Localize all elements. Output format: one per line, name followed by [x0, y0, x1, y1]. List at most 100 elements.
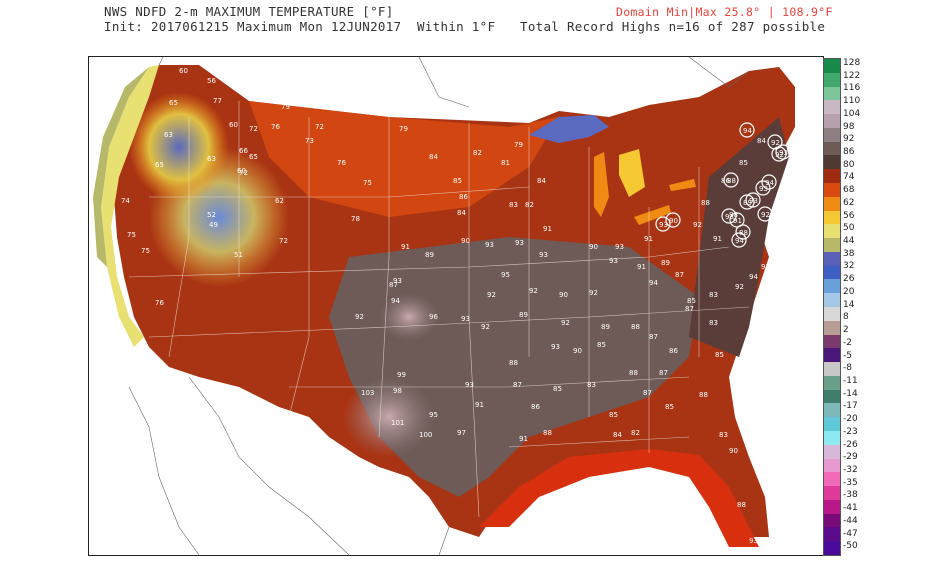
- temperature-map: 60 65 63 56 77 72 60 66 63 65 72 65 60 52 49 62 72 51 75 74…: [88, 56, 824, 556]
- station-value: 90: [729, 447, 738, 455]
- station-value: 79: [281, 103, 290, 111]
- station-value: 93: [615, 243, 624, 251]
- colorbar-label: -35: [843, 477, 858, 488]
- station-value: 96: [429, 313, 438, 321]
- colorbar-swatch: [824, 417, 840, 432]
- colorbar-swatch: [824, 72, 840, 88]
- colorbar-label: -32: [843, 464, 858, 475]
- colorbar-label: -17: [843, 401, 858, 412]
- record-high-value: 88: [739, 229, 748, 237]
- station-value: 60: [179, 67, 188, 75]
- station-value: 85: [453, 177, 462, 185]
- station-value: 75: [127, 231, 136, 239]
- station-value: 85: [597, 341, 606, 349]
- station-value: 91: [519, 435, 528, 443]
- kansas-hot-zone: [379, 293, 439, 341]
- record-circle-icon: [757, 206, 773, 222]
- station-value: 86: [669, 347, 678, 355]
- colorbar-label: 26: [843, 274, 855, 285]
- station-value: 93: [461, 315, 470, 323]
- map-canvas: 6065635677726066636572656052496272517574…: [93, 57, 795, 555]
- record-high-marker: 93: [755, 180, 771, 196]
- colorbar-swatch: [824, 127, 840, 143]
- pacific-coast-band: [101, 65, 159, 347]
- station-value: 100: [419, 431, 432, 439]
- station-value: 89: [601, 323, 610, 331]
- lake-michigan: [594, 152, 609, 217]
- record-circle-icon: [723, 172, 739, 188]
- station-value: 97: [457, 429, 466, 437]
- station-value: 76: [271, 123, 280, 131]
- init-line: Init: 2017061215 Maximum Mon 12JUN2017 W…: [104, 19, 496, 34]
- colorbar-label: 74: [843, 172, 855, 183]
- station-value: 88: [631, 323, 640, 331]
- lake-ontario: [669, 179, 696, 191]
- record-high-marker: 93: [655, 216, 671, 232]
- colorbar-label: 92: [843, 134, 855, 145]
- station-value: 83: [719, 431, 728, 439]
- lake-erie: [634, 205, 671, 225]
- station-value: 85: [553, 385, 562, 393]
- station-value: 86: [721, 177, 730, 185]
- station-value: 77: [213, 97, 222, 105]
- colorbar-swatch: [824, 100, 840, 115]
- colorbar-label: 56: [843, 210, 855, 221]
- station-value: 75: [141, 247, 150, 255]
- colorbar-swatch: [824, 375, 840, 391]
- record-high-value: 88: [727, 177, 736, 185]
- colorbar-label: -26: [843, 439, 858, 450]
- station-value: 84: [613, 431, 622, 439]
- colorbar-label: -44: [843, 515, 858, 526]
- station-value: 92: [735, 283, 744, 291]
- station-value: 94: [749, 273, 758, 281]
- record-high-value: 92: [761, 211, 770, 219]
- colorbar-swatch: [824, 293, 840, 308]
- record-circle-icon: [775, 144, 791, 160]
- station-value: 99: [397, 371, 406, 379]
- colorbar-swatch: [824, 59, 840, 74]
- colorbar-swatch: [824, 265, 840, 280]
- colorbar-label: -5: [843, 350, 852, 361]
- station-value: 93: [539, 251, 548, 259]
- station-value: 90: [589, 243, 598, 251]
- colorbar-swatch: [824, 196, 840, 212]
- station-value: 84: [537, 177, 546, 185]
- colorbar-label: 128: [843, 58, 861, 68]
- station-value: 72: [239, 169, 248, 177]
- station-value: 91: [713, 235, 722, 243]
- station-value: 103: [361, 389, 374, 397]
- station-value: 74: [121, 197, 130, 205]
- station-value: 72: [249, 125, 258, 133]
- colorbar-swatch: [824, 431, 840, 446]
- colorbar-swatch: [824, 362, 840, 377]
- station-value: 92: [481, 323, 490, 331]
- pacific-coast-fog: [93, 67, 149, 267]
- station-value: 93: [609, 257, 618, 265]
- station-value: 87: [389, 281, 398, 289]
- record-high-marker: 94: [731, 232, 747, 248]
- record-high-value: 94: [765, 179, 774, 187]
- station-value: 92: [355, 313, 364, 321]
- station-value: 72: [315, 123, 324, 131]
- record-high-value: 93: [759, 185, 768, 193]
- station-value: 88: [543, 429, 552, 437]
- colorbar-swatch: [824, 403, 840, 418]
- station-value: 87: [685, 305, 694, 313]
- record-high-marker: 92: [767, 134, 783, 150]
- colorbar-label: 32: [843, 261, 855, 272]
- colorbar-swatch: [824, 389, 840, 404]
- station-value: 85: [665, 403, 674, 411]
- lake-superior: [529, 115, 609, 143]
- station-value: 92: [487, 291, 496, 299]
- station-value: 60: [229, 121, 238, 129]
- record-high-value: 90: [669, 217, 678, 225]
- station-value: 92: [589, 289, 598, 297]
- record-high-marker: 89: [739, 194, 755, 210]
- record-high-marker: 93: [775, 144, 791, 160]
- colorbar-label: -8: [843, 363, 852, 374]
- record-highs-count: Total Record Highs n=16 of 287 possible: [520, 19, 826, 34]
- colorbar-swatch: [824, 458, 840, 473]
- station-value: 90: [573, 347, 582, 355]
- station-value: 93: [485, 241, 494, 249]
- record-circle-icon: [771, 146, 787, 162]
